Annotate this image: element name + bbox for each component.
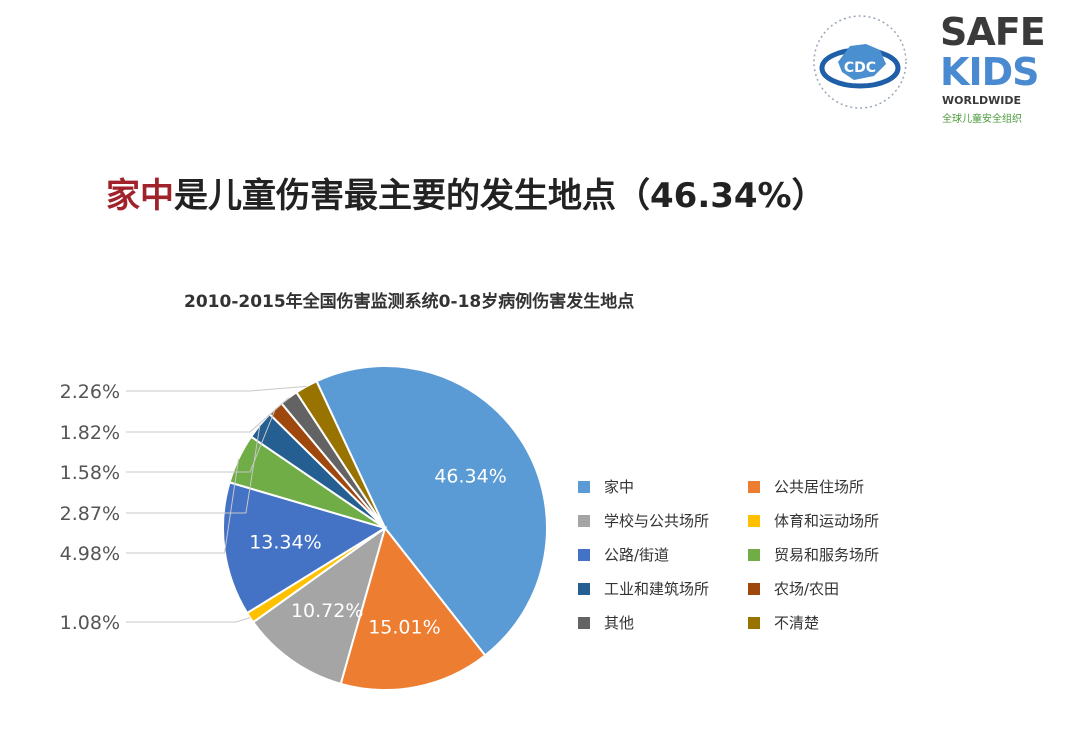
pie-slice-4 [222,481,388,615]
legend-swatch [578,582,590,595]
leader-line-5 [126,458,240,554]
cdc-logo: CDC [808,10,912,114]
legend-swatch [748,514,760,527]
safekids-logo-kids: KIDS [940,50,1039,94]
pie-slice-label-7: 1.58% [60,462,120,484]
legend-swatch [578,548,590,561]
pie-slice-0 [315,365,549,657]
leader-line-6 [126,424,261,514]
legend-label: 公路/街道 [604,546,670,564]
legend-item-9: 不清楚 [748,612,819,633]
leader-line-8 [126,397,290,433]
legend-label: 农场/农田 [774,580,840,598]
page-title: 家中是儿童伤害最主要的发生地点（46.34%） [106,168,826,217]
pie-slice-label-1: 15.01% [368,617,440,639]
page-title-rest: 是儿童伤害最主要的发生地点（46.34%） [174,176,826,216]
legend-label: 其他 [604,614,635,632]
legend-swatch [578,514,590,527]
pie-slice-label-2: 10.72% [291,600,363,622]
legend-swatch [748,582,760,595]
legend-label: 贸易和服务场所 [774,546,880,564]
legend-swatch [748,616,760,629]
legend-label: 不清楚 [774,614,820,632]
legend-item-6: 工业和建筑场所 [578,578,709,599]
chart-title: 2010-2015年全国伤害监测系统0-18岁病例伤害发生地点 [184,292,635,312]
pie-slice-1 [339,525,487,691]
legend-item-5: 贸易和服务场所 [748,544,879,565]
legend-label: 学校与公共场所 [604,512,710,530]
legend-item-1: 公共居住场所 [748,476,864,497]
pie-slice-label-9: 2.26% [60,381,120,403]
safekids-logo-chinese: 全球儿童安全组织 [942,114,1022,125]
legend-label: 公共居住场所 [774,478,865,496]
legend-label: 体育和运动场所 [774,512,880,530]
leader-line-9 [126,385,307,392]
legend-label: 家中 [604,478,635,496]
legend-swatch [578,480,590,493]
pie-slice-label-6: 2.87% [60,503,120,525]
legend-item-3: 体育和运动场所 [748,510,879,531]
leader-line-7 [126,408,276,473]
safekids-logo-safe: SAFE [940,10,1046,54]
pie-slice-2 [251,525,387,686]
pie-slice-label-8: 1.82% [60,422,120,444]
safekids-logo-worldwide: WORLDWIDE [942,94,1021,107]
legend-item-0: 家中 [578,476,634,497]
pie-slice-label-0: 46.34% [434,465,506,487]
legend-item-7: 农场/农田 [748,578,839,599]
pie-slice-label-4: 13.34% [249,531,321,553]
legend-swatch [748,480,760,493]
legend-item-8: 其他 [578,612,634,633]
page-title-highlight: 家中 [106,176,174,216]
cdc-logo-text: CDC [844,60,876,76]
legend-swatch [748,548,760,561]
pie-slice-label-5: 4.98% [60,543,120,565]
legend-item-4: 公路/街道 [578,544,669,565]
legend-item-2: 学校与公共场所 [578,510,709,531]
pie-slice-label-3: 1.08% [60,612,120,634]
leader-line-3 [126,617,251,623]
safekids-logo: SAFE KIDS WORLDWIDE 全球儿童安全组织 [936,10,1056,130]
legend-label: 工业和建筑场所 [604,580,710,598]
legend-swatch [578,616,590,629]
